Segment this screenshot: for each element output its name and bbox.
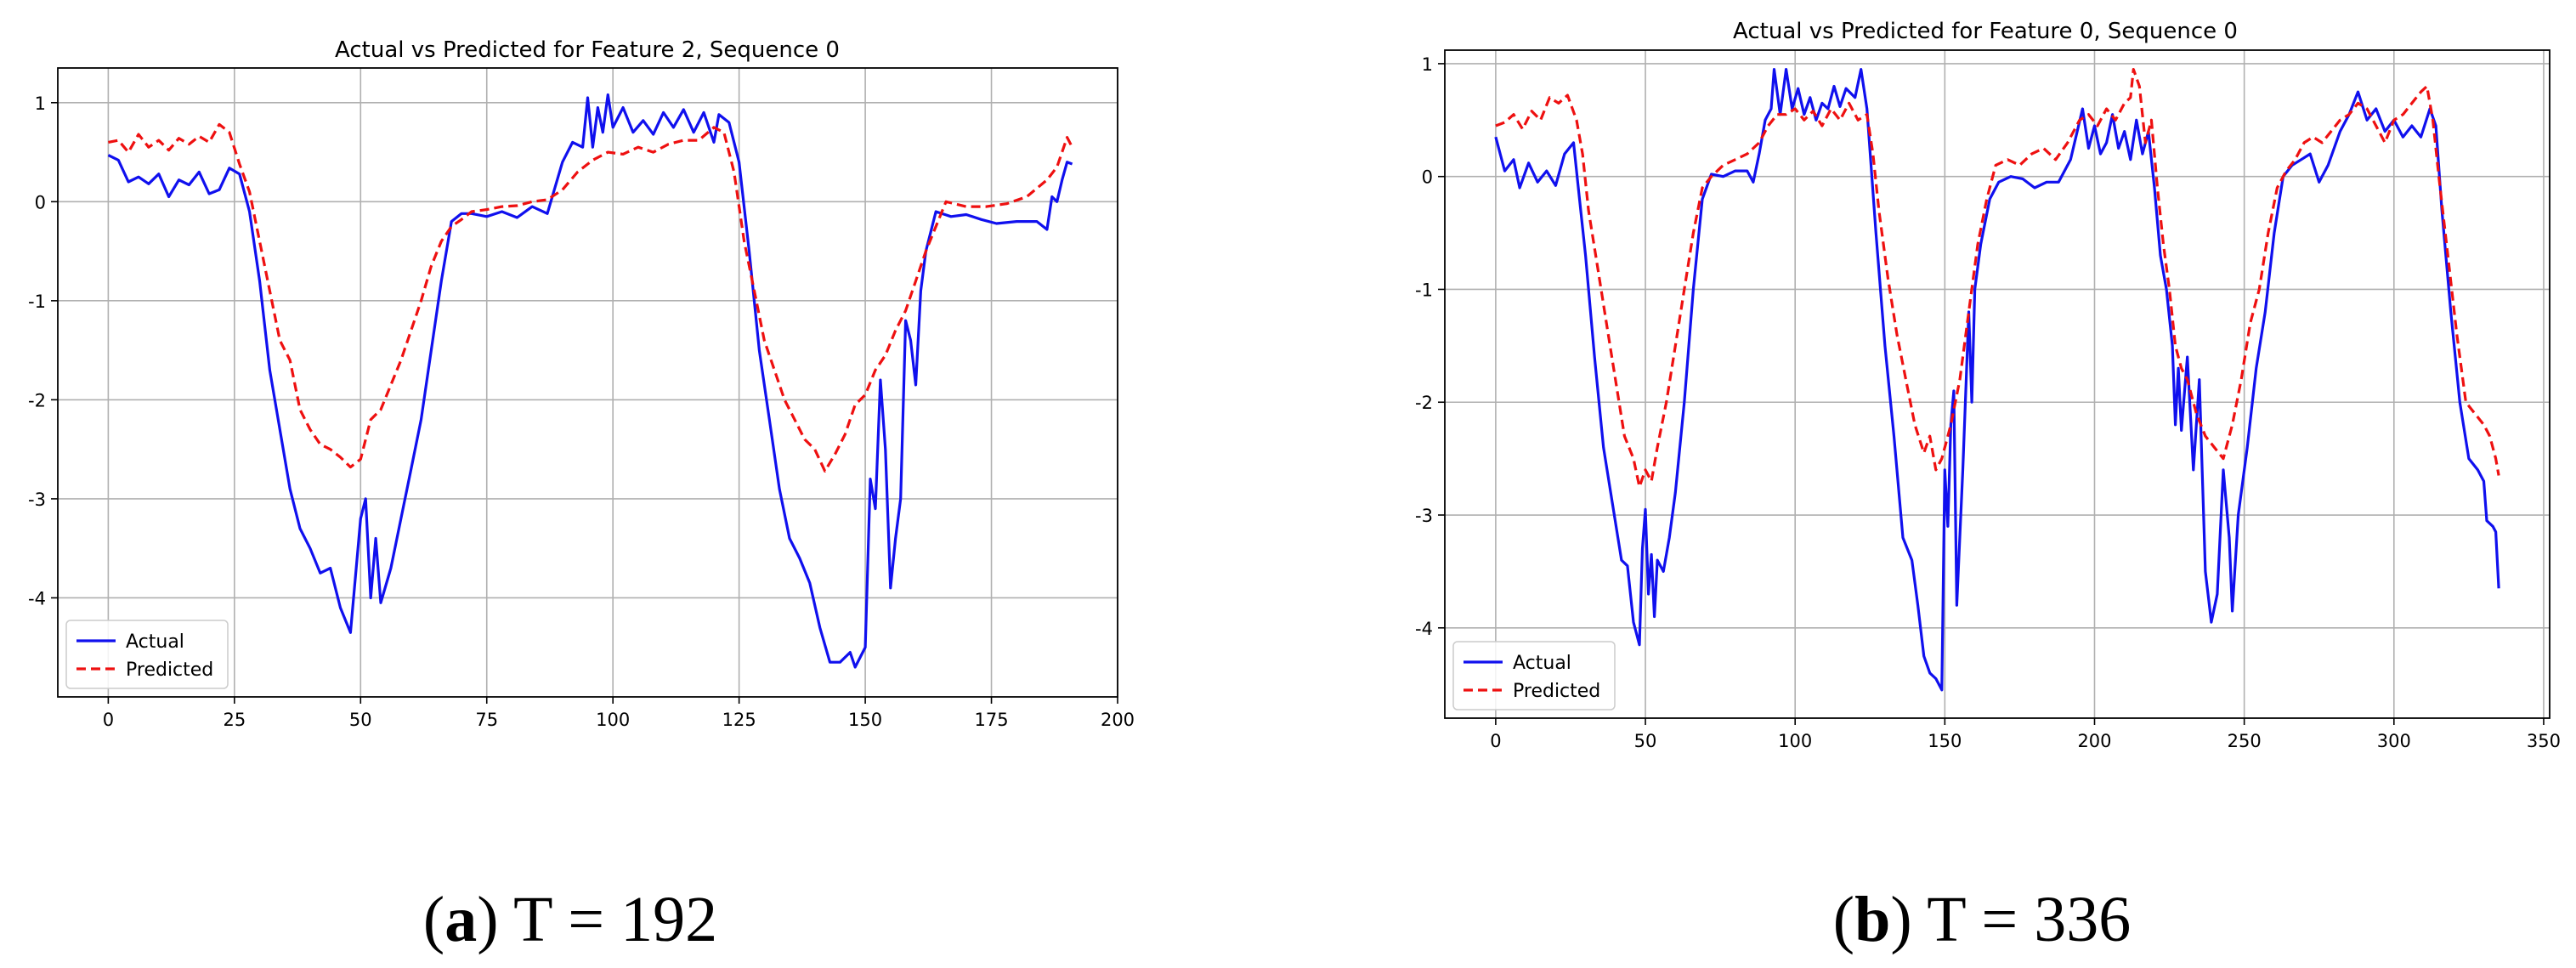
caption-letter: a bbox=[444, 884, 477, 955]
chart-title: Actual vs Predicted for Feature 0, Seque… bbox=[1733, 19, 2238, 44]
caption-b: (b) T = 336 bbox=[1833, 884, 2131, 955]
legend-box bbox=[1452, 641, 1616, 710]
grid: 0 50 100 150 200 250 300 350 -4 -3 -2 -1 0 1 bbox=[1415, 50, 2561, 751]
panel-a: Actual vs Predicted for Feature 2, Seque… bbox=[28, 37, 1135, 955]
x-tick-label: 50 bbox=[1634, 731, 1657, 751]
y-tick-label: 1 bbox=[35, 93, 46, 114]
x-tick-label: 350 bbox=[2527, 731, 2561, 751]
plot-frame bbox=[1444, 49, 2551, 719]
caption-letter: b bbox=[1854, 884, 1890, 955]
y-tick-label: 1 bbox=[1422, 54, 1433, 75]
y-tick-label: -4 bbox=[28, 588, 46, 609]
legend: Actual Predicted bbox=[1452, 641, 1616, 710]
caption-value: T = 192 bbox=[499, 884, 718, 955]
y-tick-label: -1 bbox=[1415, 280, 1433, 300]
caption-value: T = 336 bbox=[1912, 884, 2132, 955]
x-tick-label: 150 bbox=[848, 710, 882, 730]
plot-frame bbox=[57, 67, 1118, 698]
y-tick-label: -4 bbox=[1415, 619, 1433, 639]
series-line-predicted bbox=[108, 122, 1074, 473]
x-tick-label: 175 bbox=[975, 710, 1009, 730]
legend-box bbox=[65, 620, 229, 689]
legend-label-predicted: Predicted bbox=[126, 659, 213, 681]
series-line-actual bbox=[107, 93, 1073, 669]
chart-title: Actual vs Predicted for Feature 2, Seque… bbox=[335, 37, 840, 63]
y-tick-label: -1 bbox=[28, 292, 46, 312]
legend-label-predicted: Predicted bbox=[1513, 681, 1600, 702]
x-tick-label: 300 bbox=[2377, 731, 2411, 751]
y-tick-label: 0 bbox=[35, 192, 46, 212]
x-tick-label: 200 bbox=[1101, 710, 1135, 730]
caption-text: (b) T = 336 bbox=[1833, 884, 2131, 955]
x-tick-label: 0 bbox=[103, 710, 114, 730]
x-tick-label: 25 bbox=[223, 710, 246, 730]
x-tick-label: 50 bbox=[349, 710, 372, 730]
legend-label-actual: Actual bbox=[1513, 653, 1571, 674]
x-tick-label: 75 bbox=[475, 710, 498, 730]
y-tick-label: -3 bbox=[1415, 506, 1433, 526]
x-tick-label: 0 bbox=[1490, 731, 1501, 751]
x-tick-label: 100 bbox=[596, 710, 630, 730]
x-tick-label: 150 bbox=[1928, 731, 1962, 751]
legend-label-actual: Actual bbox=[126, 631, 184, 653]
caption-text: (a) T = 192 bbox=[423, 884, 717, 955]
y-tick-label: -3 bbox=[28, 490, 46, 510]
series-line-predicted bbox=[1495, 68, 2500, 489]
x-tick-label: 125 bbox=[722, 710, 756, 730]
legend: Actual Predicted bbox=[65, 620, 229, 689]
y-tick-label: 0 bbox=[1422, 167, 1433, 188]
x-tick-label: 100 bbox=[1778, 731, 1812, 751]
series-line-actual bbox=[1494, 68, 2500, 692]
x-tick-label: 250 bbox=[2228, 731, 2262, 751]
y-tick-label: -2 bbox=[1415, 393, 1433, 413]
y-tick-label: -2 bbox=[28, 390, 46, 410]
x-tick-label: 200 bbox=[2077, 731, 2111, 751]
caption-a: (a) T = 192 bbox=[423, 884, 717, 955]
panel-b: Actual vs Predicted for Feature 0, Seque… bbox=[1415, 19, 2561, 955]
